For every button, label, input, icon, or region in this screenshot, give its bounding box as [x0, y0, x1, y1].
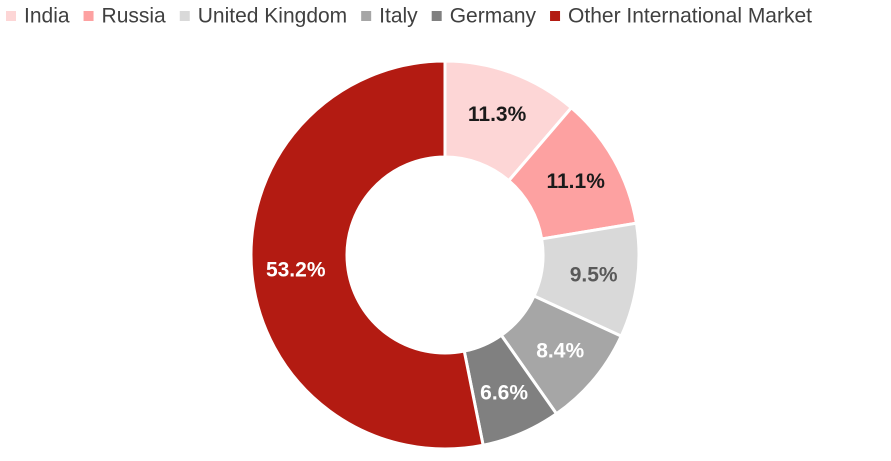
- donut-slices: [249, 59, 641, 451]
- legend-swatch: [83, 11, 94, 21]
- legend-swatch: [6, 11, 16, 21]
- legend-swatch: [550, 11, 561, 21]
- legend-label: United Kingdom: [198, 5, 347, 28]
- legend-swatch: [431, 11, 442, 21]
- legend-item-other-international-market: Other International Market: [550, 5, 812, 28]
- data-label-india: 11.3%: [468, 103, 527, 126]
- legend-item-india: India: [6, 5, 70, 28]
- data-label-italy: 8.4%: [536, 340, 584, 363]
- legend-item-united-kingdom: United Kingdom: [179, 5, 347, 28]
- legend-label: Russia: [102, 5, 167, 28]
- chart-legend: India Russia United Kingdom Italy Germany Oth…: [6, 5, 812, 28]
- legend-label: Italy: [379, 5, 418, 28]
- legend-swatch: [179, 11, 190, 21]
- legend-item-italy: Italy: [361, 5, 418, 28]
- legend-label: India: [24, 5, 70, 28]
- legend-label: Germany: [450, 5, 537, 28]
- data-label-germany: 6.6%: [480, 381, 528, 404]
- legend-label: Other International Market: [568, 5, 812, 28]
- legend-swatch: [361, 11, 372, 21]
- slice-labels: 11.3% 11.1% 9.5% 8.4% 6.6% 53.2%: [266, 103, 618, 405]
- data-label-united-kingdom: 9.5%: [570, 263, 618, 286]
- legend-item-germany: Germany: [431, 5, 537, 28]
- data-label-russia: 11.1%: [546, 170, 605, 193]
- legend-item-russia: Russia: [83, 5, 167, 28]
- data-label-other-international-market: 53.2%: [266, 258, 326, 281]
- slice-other-international-market: [249, 59, 485, 451]
